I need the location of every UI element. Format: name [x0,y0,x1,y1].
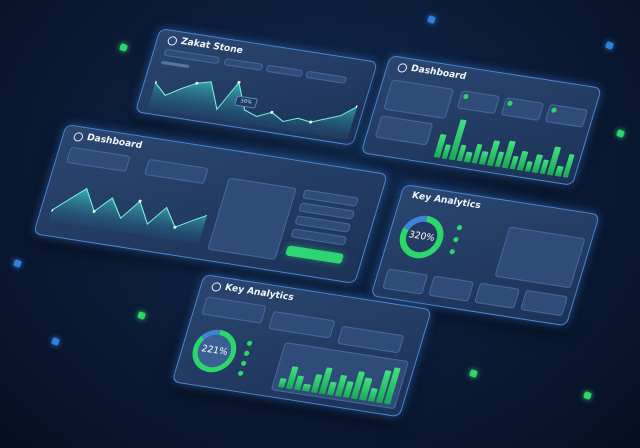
info-card[interactable] [268,310,336,339]
donut-chart: 221% [187,326,242,376]
series-line [154,81,358,123]
area-chart [48,187,208,244]
legend-dot [240,360,247,367]
info-card[interactable] [201,296,267,324]
data-point [50,208,54,212]
status-card[interactable] [544,103,589,128]
cube [119,43,128,52]
info-card[interactable] [336,325,405,354]
data-point [153,80,157,84]
data-point [92,209,96,213]
stat-card[interactable] [520,289,569,317]
cube [137,311,146,320]
title-text: Dashboard [409,63,468,83]
legend-dot [246,340,253,347]
title-text: Key Analytics [410,190,482,212]
panel-title: Key Analytics [411,191,482,212]
settings-list[interactable] [207,177,297,261]
area-chart [147,80,359,140]
submit-button[interactable] [285,245,345,264]
list-card[interactable] [383,79,455,120]
legend-dot [452,236,460,243]
filter-pill[interactable] [223,58,264,71]
dropdown[interactable] [143,158,209,185]
data-point [195,81,199,85]
title-text: Dashboard [85,132,144,152]
cube [469,369,478,378]
status-card[interactable] [500,97,545,121]
data-point [237,80,241,84]
series-line [51,187,208,228]
legend-dot [456,224,463,231]
dropdown[interactable] [65,146,131,173]
cube [616,129,625,138]
donut-chart: 320% [394,212,449,262]
data-point [270,110,274,114]
bar [302,384,311,392]
logo-icon [166,35,179,46]
legend-dot [243,350,250,357]
data-point [309,120,313,124]
data-point [138,199,142,203]
area-fill [147,81,358,140]
cube [427,15,436,24]
dashboard-right-panel: Dashboard [360,55,602,186]
filter-pill[interactable] [265,64,304,78]
panel-title: Dashboard [396,62,468,83]
bar [562,153,575,178]
stat-card[interactable] [382,268,429,295]
logo-icon [210,281,223,292]
filter-pill[interactable] [305,70,348,84]
status-card[interactable] [456,90,501,115]
data-point [173,225,177,229]
cube [51,337,60,346]
legend-dot [449,248,456,255]
dashboard-main-panel: Dashboard [33,124,388,284]
cube [583,391,592,400]
bar-chart [433,117,580,178]
zakat-stone-panel: Zakat Stone 50% [134,28,378,146]
cube [605,41,614,50]
list-card[interactable] [374,115,434,146]
filter-group[interactable] [494,226,586,289]
stat-card[interactable] [474,282,521,309]
logo-icon [72,131,85,142]
stat-card[interactable] [428,275,475,302]
cube [13,259,22,268]
area-fill [48,188,208,244]
legend-dot [237,370,244,377]
logo-icon [396,62,409,73]
